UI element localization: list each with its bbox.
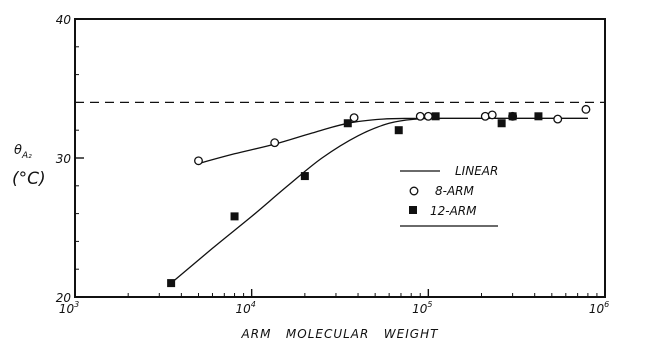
point-8-arm <box>487 110 497 120</box>
x-tick-label: 103 <box>59 300 79 316</box>
x-tick-label: 104 <box>235 300 255 316</box>
point-12-arm <box>508 112 517 121</box>
point-12-arm <box>167 279 176 288</box>
y-axis-theta-symbol: θA₂ <box>14 143 32 161</box>
point-12-arm <box>497 119 506 128</box>
point-12-arm <box>343 119 352 128</box>
point-8-arm <box>194 156 203 166</box>
point-8-arm <box>415 111 425 121</box>
point-8-arm <box>423 111 433 121</box>
point-12-arm <box>431 112 440 121</box>
y-axis: 20 30 40 <box>56 13 84 305</box>
point-8-arm <box>349 113 359 123</box>
y-axis-unit: (°C) <box>12 169 46 189</box>
point-8-arm <box>480 111 490 121</box>
legend-open-circle-symbol <box>409 186 419 196</box>
y-tick-label: 40 <box>56 13 72 27</box>
x-tick-label: 105 <box>412 300 432 316</box>
legend: LINEAR 8-ARM 12-ARM <box>400 164 498 227</box>
legend-filled-square-symbol <box>409 206 417 214</box>
x-tick-label: 106 <box>589 300 609 316</box>
point-12-arm <box>534 112 543 121</box>
y-axis-subscript: A₂ <box>21 151 32 161</box>
x-axis-title: ARM MOLECULAR WEIGHT <box>241 327 440 341</box>
legend-label-8-arm: 8-ARM <box>435 184 475 198</box>
point-12-arm <box>300 172 309 181</box>
legend-label-linear: LINEAR <box>455 164 498 178</box>
fit-curve-12-arm <box>170 117 588 284</box>
fit-curves <box>170 117 588 284</box>
point-8-arm <box>581 104 591 114</box>
data-points <box>167 104 591 288</box>
plot-frame <box>74 18 606 298</box>
fit-curve-8-arm <box>198 117 588 165</box>
point-8-arm <box>553 114 563 124</box>
x-axis: 103 104 105 106 <box>59 289 609 316</box>
y-tick-label: 20 <box>56 291 72 305</box>
legend-label-12-arm: 12-ARM <box>430 204 477 218</box>
point-8-arm <box>270 138 280 148</box>
point-12-arm <box>394 126 403 135</box>
point-12-arm <box>230 212 239 221</box>
y-tick-label: 30 <box>56 152 72 166</box>
